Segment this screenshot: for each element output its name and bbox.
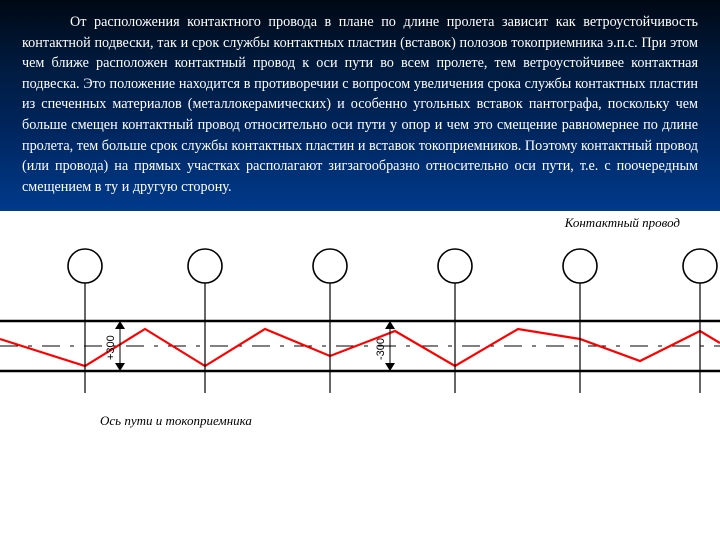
pole-circle (563, 249, 597, 283)
dimension-label: -300 (375, 338, 387, 360)
pole-circle (188, 249, 222, 283)
pole-circle (683, 249, 717, 283)
pole-circle (313, 249, 347, 283)
top-label: Контактный провод (565, 215, 680, 231)
diagram-area: Контактный провод +300 -300 Ось пути и то… (0, 211, 720, 431)
pole-circle (438, 249, 472, 283)
zigzag-diagram: +300 -300 (0, 211, 720, 431)
paragraph-block: От расположения контактного провода в пл… (0, 0, 720, 211)
bottom-label: Ось пути и токоприемника (100, 413, 252, 429)
dimension-label: +300 (105, 336, 117, 361)
pole-circle (68, 249, 102, 283)
main-paragraph: От расположения контактного провода в пл… (22, 12, 698, 197)
